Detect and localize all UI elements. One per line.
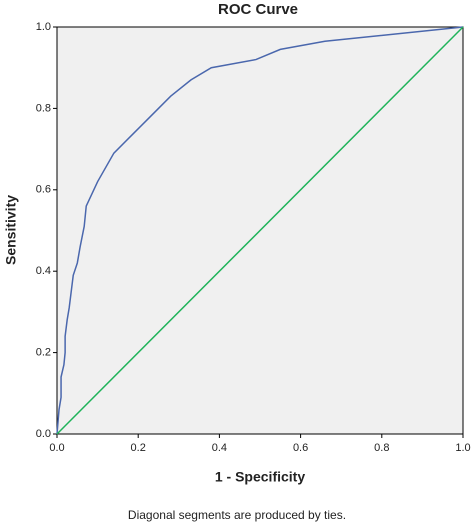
footnote: Diagonal segments are produced by ties.: [128, 508, 346, 522]
chart-title: ROC Curve: [218, 1, 298, 18]
x-tick-label: 0.2: [131, 442, 146, 454]
curve: [56, 26, 464, 435]
y-axis-label: Sensitivity: [3, 195, 19, 265]
x-tick-label: 1.0: [455, 442, 470, 454]
y-tick-label: 0.0: [36, 428, 51, 440]
x-tick-label: 0.0: [49, 442, 64, 454]
curve: [56, 26, 464, 435]
y-tick-label: 0.8: [36, 102, 51, 114]
x-tick-label: 0.4: [212, 442, 227, 454]
y-tick-label: 0.4: [36, 265, 51, 277]
x-tick-label: 0.8: [374, 442, 389, 454]
y-tick-label: 0.6: [36, 184, 51, 196]
x-axis-label: 1 - Specificity: [215, 469, 305, 485]
y-tick-label: 1.0: [36, 21, 51, 33]
x-tick-label: 0.6: [293, 442, 308, 454]
y-tick-label: 0.2: [36, 347, 51, 359]
